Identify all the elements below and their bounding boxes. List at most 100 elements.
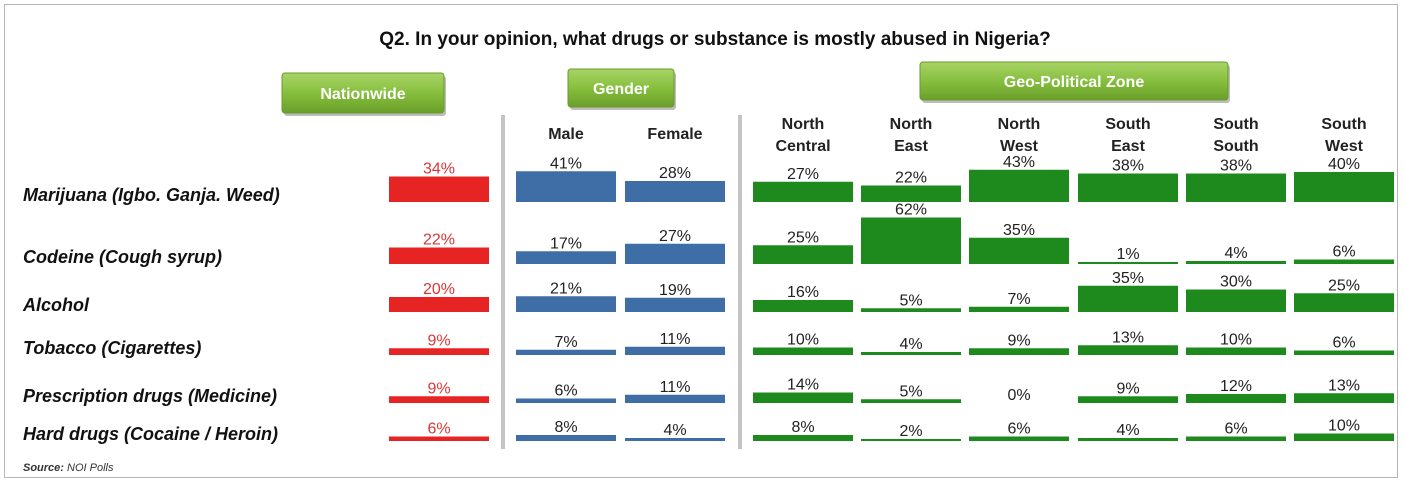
value-label-marijuana-igbo-ganja-weed-female: 28% xyxy=(659,165,691,182)
header-box-gender xyxy=(567,68,675,108)
value-label-codeine-cough-syrup-nationwide: 22% xyxy=(423,232,455,249)
column-header-north-east: North East xyxy=(890,116,933,155)
value-label-prescription-drugs-medicine-nationwide: 9% xyxy=(427,380,450,397)
value-label-marijuana-igbo-ganja-weed-north-central: 27% xyxy=(787,166,819,183)
value-label-prescription-drugs-medicine-north-west: 0% xyxy=(1007,387,1030,404)
bar-marijuana-igbo-ganja-weed-south-east xyxy=(1078,173,1178,202)
bar-alcohol-north-east xyxy=(861,308,961,312)
value-label-marijuana-igbo-ganja-weed-north-east: 22% xyxy=(895,170,927,187)
value-label-hard-drugs-cocaine-heroin-north-east: 2% xyxy=(899,423,922,440)
bar-hard-drugs-cocaine-heroin-north-east xyxy=(861,439,961,441)
header-nationwide: Nationwide xyxy=(320,86,405,103)
bar-tobacco-cigarettes-south-west xyxy=(1294,350,1394,355)
chart-title: Q2. In your opinion, what drugs or subst… xyxy=(379,29,1050,50)
value-label-alcohol-south-south: 30% xyxy=(1220,274,1252,291)
value-label-hard-drugs-cocaine-heroin-north-central: 8% xyxy=(791,419,814,436)
column-header-south-west: South West xyxy=(1321,116,1366,155)
value-label-codeine-cough-syrup-north-east: 62% xyxy=(895,202,927,219)
value-label-hard-drugs-cocaine-heroin-south-south: 6% xyxy=(1224,421,1247,438)
value-label-alcohol-south-west: 25% xyxy=(1328,277,1360,294)
value-label-marijuana-igbo-ganja-weed-south-west: 40% xyxy=(1328,156,1360,173)
value-label-prescription-drugs-medicine-north-east: 5% xyxy=(899,383,922,400)
bar-prescription-drugs-medicine-female xyxy=(625,394,725,403)
value-label-marijuana-igbo-ganja-weed-nationwide: 34% xyxy=(423,161,455,178)
bar-codeine-cough-syrup-north-west xyxy=(969,237,1069,264)
bar-hard-drugs-cocaine-heroin-north-central xyxy=(753,435,853,441)
value-label-prescription-drugs-medicine-north-central: 14% xyxy=(787,377,819,394)
value-label-tobacco-cigarettes-south-west: 6% xyxy=(1332,335,1355,352)
bar-marijuana-igbo-ganja-weed-north-west xyxy=(969,169,1069,202)
bar-tobacco-cigarettes-north-east xyxy=(861,352,961,355)
bar-prescription-drugs-medicine-south-east xyxy=(1078,396,1178,403)
value-label-marijuana-igbo-ganja-weed-north-west: 43% xyxy=(1003,154,1035,171)
bar-marijuana-igbo-ganja-weed-north-central xyxy=(753,181,853,202)
bar-tobacco-cigarettes-north-central xyxy=(753,347,853,355)
bar-alcohol-north-west xyxy=(969,306,1069,312)
bar-marijuana-igbo-ganja-weed-female xyxy=(625,181,725,202)
value-label-hard-drugs-cocaine-heroin-south-west: 10% xyxy=(1328,418,1360,435)
bar-alcohol-north-central xyxy=(753,300,853,312)
value-label-alcohol-south-east: 35% xyxy=(1112,270,1144,287)
column-divider-2 xyxy=(738,115,742,449)
bar-hard-drugs-cocaine-heroin-male xyxy=(516,435,616,441)
bar-hard-drugs-cocaine-heroin-south-east xyxy=(1078,438,1178,441)
value-label-marijuana-igbo-ganja-weed-south-south: 38% xyxy=(1220,158,1252,175)
bar-marijuana-igbo-ganja-weed-south-south xyxy=(1186,173,1286,202)
bar-hard-drugs-cocaine-heroin-south-south xyxy=(1186,436,1286,441)
value-label-tobacco-cigarettes-north-central: 10% xyxy=(787,332,819,349)
value-label-alcohol-north-east: 5% xyxy=(899,292,922,309)
value-label-tobacco-cigarettes-male: 7% xyxy=(554,334,577,351)
bar-prescription-drugs-medicine-nationwide xyxy=(389,396,489,403)
value-label-prescription-drugs-medicine-south-east: 9% xyxy=(1116,380,1139,397)
value-label-prescription-drugs-medicine-south-west: 13% xyxy=(1328,377,1360,394)
header-box-geo-political-zone xyxy=(919,61,1229,101)
row-label-codeine-cough-syrup: Codeine (Cough syrup) xyxy=(23,247,222,267)
bar-marijuana-igbo-ganja-weed-male xyxy=(516,171,616,202)
value-label-codeine-cough-syrup-south-east: 1% xyxy=(1116,246,1139,263)
value-label-codeine-cough-syrup-north-west: 35% xyxy=(1003,222,1035,239)
bar-alcohol-south-south xyxy=(1186,289,1286,312)
value-label-tobacco-cigarettes-north-east: 4% xyxy=(899,336,922,353)
bar-prescription-drugs-medicine-south-south xyxy=(1186,394,1286,403)
bar-alcohol-male xyxy=(516,296,616,312)
column-header-female: Female xyxy=(647,126,702,143)
bar-marijuana-igbo-ganja-weed-nationwide xyxy=(389,176,489,202)
bar-codeine-cough-syrup-south-south xyxy=(1186,261,1286,264)
row-label-tobacco-cigarettes: Tobacco (Cigarettes) xyxy=(23,338,201,358)
header-gender: Gender xyxy=(593,81,649,98)
bar-codeine-cough-syrup-north-east xyxy=(861,217,961,264)
bar-codeine-cough-syrup-nationwide xyxy=(389,247,489,264)
row-label-alcohol: Alcohol xyxy=(22,295,90,315)
header-geo-political-zone: Geo-Political Zone xyxy=(1004,74,1145,91)
bar-codeine-cough-syrup-north-central xyxy=(753,245,853,264)
bar-codeine-cough-syrup-south-east xyxy=(1078,262,1178,264)
value-label-hard-drugs-cocaine-heroin-female: 4% xyxy=(663,422,686,439)
bar-tobacco-cigarettes-south-south xyxy=(1186,347,1286,355)
value-label-prescription-drugs-medicine-female: 11% xyxy=(660,379,691,396)
value-label-hard-drugs-cocaine-heroin-north-west: 6% xyxy=(1007,421,1030,438)
value-label-codeine-cough-syrup-female: 27% xyxy=(659,228,691,245)
row-label-marijuana-igbo-ganja-weed: Marijuana (Igbo. Ganja. Weed) xyxy=(23,185,280,205)
value-label-tobacco-cigarettes-female: 11% xyxy=(660,331,691,348)
row-label-prescription-drugs-medicine: Prescription drugs (Medicine) xyxy=(23,386,277,406)
bar-tobacco-cigarettes-north-west xyxy=(969,348,1069,355)
value-label-prescription-drugs-medicine-south-south: 12% xyxy=(1220,378,1252,395)
bar-hard-drugs-cocaine-heroin-south-west xyxy=(1294,433,1394,441)
drug-abuse-chart: Q2. In your opinion, what drugs or subst… xyxy=(22,29,1394,474)
value-label-hard-drugs-cocaine-heroin-male: 8% xyxy=(554,419,577,436)
bar-tobacco-cigarettes-nationwide xyxy=(389,348,489,355)
value-label-alcohol-north-central: 16% xyxy=(787,284,819,301)
value-label-codeine-cough-syrup-north-central: 25% xyxy=(787,229,819,246)
value-label-alcohol-north-west: 7% xyxy=(1007,291,1030,308)
source-value: NOI Polls xyxy=(67,462,114,474)
column-header-north-central: North Central xyxy=(775,116,830,155)
value-label-alcohol-male: 21% xyxy=(550,280,582,297)
value-label-prescription-drugs-medicine-male: 6% xyxy=(554,383,577,400)
value-label-tobacco-cigarettes-north-west: 9% xyxy=(1007,332,1030,349)
column-header-south-south: South South xyxy=(1213,116,1258,155)
bar-alcohol-south-west xyxy=(1294,293,1394,312)
bar-prescription-drugs-medicine-male xyxy=(516,398,616,403)
value-label-tobacco-cigarettes-south-east: 13% xyxy=(1112,329,1144,346)
value-label-codeine-cough-syrup-male: 17% xyxy=(550,235,582,252)
bar-prescription-drugs-medicine-north-east xyxy=(861,399,961,403)
